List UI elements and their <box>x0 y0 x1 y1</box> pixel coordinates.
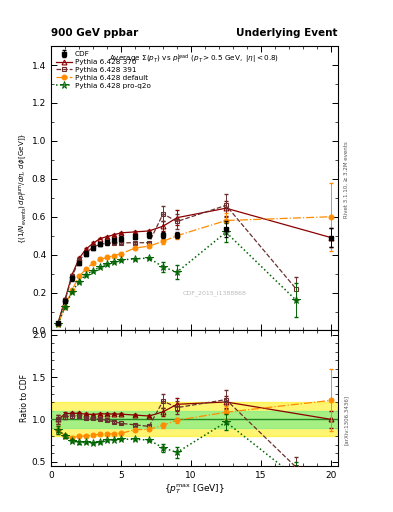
X-axis label: $\{p_T^\mathrm{max}\ [\mathrm{GeV}]\}$: $\{p_T^\mathrm{max}\ [\mathrm{GeV}]\}$ <box>164 482 225 496</box>
Pythia 6.428 default <box>224 218 228 224</box>
Pythia 6.428 default <box>70 287 74 293</box>
Pythia 6.428 370 <box>133 229 138 235</box>
Line: Pythia 6.428 391: Pythia 6.428 391 <box>56 203 298 325</box>
Line: Pythia 6.428 default: Pythia 6.428 default <box>56 215 333 326</box>
Pythia 6.428 pro-q2o <box>112 259 116 265</box>
Pythia 6.428 370 <box>161 223 165 229</box>
Pythia 6.428 default <box>119 251 123 257</box>
Y-axis label: Ratio to CDF: Ratio to CDF <box>20 374 29 422</box>
Pythia 6.428 pro-q2o <box>70 289 74 295</box>
Pythia 6.428 391 <box>161 211 165 217</box>
Y-axis label: $\{(1/N_\mathrm{events})\,dp_T^\mathrm{sum}/d\eta,\,d\phi\,[\mathrm{GeV}]\}$: $\{(1/N_\mathrm{events})\,dp_T^\mathrm{s… <box>18 133 31 244</box>
Pythia 6.428 370 <box>119 230 123 236</box>
Pythia 6.428 391 <box>294 286 298 292</box>
Pythia 6.428 pro-q2o <box>91 268 95 274</box>
Pythia 6.428 391 <box>77 257 81 263</box>
Pythia 6.428 391 <box>70 273 74 280</box>
Pythia 6.428 default <box>133 245 138 251</box>
Pythia 6.428 pro-q2o <box>133 256 138 262</box>
Pythia 6.428 pro-q2o <box>56 321 61 327</box>
Pythia 6.428 pro-q2o <box>174 269 179 275</box>
Pythia 6.428 370 <box>98 236 103 242</box>
Text: Rivet 3.1.10, ≥ 3.2M events: Rivet 3.1.10, ≥ 3.2M events <box>344 141 349 218</box>
Pythia 6.428 370 <box>105 233 109 240</box>
Pythia 6.428 default <box>147 243 151 249</box>
Pythia 6.428 default <box>91 260 95 266</box>
Pythia 6.428 default <box>161 238 165 244</box>
Pythia 6.428 391 <box>91 244 95 250</box>
Text: CDF_2015_I1388868: CDF_2015_I1388868 <box>183 291 246 296</box>
Text: Average $\Sigma(p_T)$ vs $p_T^\mathsf{lead}$ $(p_T > 0.5\ \mathsf{GeV},\ |\eta| : Average $\Sigma(p_T)$ vs $p_T^\mathsf{le… <box>110 53 279 67</box>
Pythia 6.428 391 <box>174 219 179 225</box>
Pythia 6.428 default <box>105 254 109 261</box>
Text: 900 GeV ppbar: 900 GeV ppbar <box>51 28 138 38</box>
Pythia 6.428 370 <box>56 320 61 326</box>
Line: Pythia 6.428 370: Pythia 6.428 370 <box>56 206 333 325</box>
Pythia 6.428 391 <box>119 240 123 246</box>
Pythia 6.428 pro-q2o <box>224 229 228 236</box>
Pythia 6.428 pro-q2o <box>294 297 298 303</box>
Pythia 6.428 default <box>112 252 116 259</box>
Pythia 6.428 370 <box>77 255 81 262</box>
Text: [arXiv:1306.3436]: [arXiv:1306.3436] <box>344 395 349 445</box>
Pythia 6.428 391 <box>224 202 228 208</box>
Pythia 6.428 391 <box>147 240 151 246</box>
Pythia 6.428 370 <box>63 296 68 302</box>
Pythia 6.428 pro-q2o <box>84 271 88 278</box>
Pythia 6.428 370 <box>329 234 333 241</box>
Pythia 6.428 pro-q2o <box>147 255 151 261</box>
Pythia 6.428 default <box>84 266 88 272</box>
Pythia 6.428 370 <box>70 271 74 278</box>
Pythia 6.428 391 <box>63 297 68 303</box>
Pythia 6.428 default <box>329 214 333 220</box>
Pythia 6.428 391 <box>105 240 109 246</box>
Text: Underlying Event: Underlying Event <box>237 28 338 38</box>
Bar <box>51 402 338 436</box>
Line: Pythia 6.428 pro-q2o: Pythia 6.428 pro-q2o <box>54 228 300 328</box>
Pythia 6.428 370 <box>84 246 88 252</box>
Pythia 6.428 pro-q2o <box>63 304 68 310</box>
Pythia 6.428 default <box>63 304 68 310</box>
Pythia 6.428 370 <box>112 231 116 238</box>
Pythia 6.428 default <box>77 273 81 280</box>
Pythia 6.428 pro-q2o <box>105 261 109 267</box>
Pythia 6.428 default <box>98 257 103 263</box>
Pythia 6.428 391 <box>84 250 88 256</box>
Bar <box>51 411 338 428</box>
Legend: CDF, Pythia 6.428 370, Pythia 6.428 391, Pythia 6.428 default, Pythia 6.428 pro-: CDF, Pythia 6.428 370, Pythia 6.428 391,… <box>55 50 152 90</box>
Pythia 6.428 391 <box>98 241 103 247</box>
Pythia 6.428 default <box>174 232 179 239</box>
Pythia 6.428 pro-q2o <box>98 264 103 270</box>
Pythia 6.428 370 <box>91 240 95 246</box>
Pythia 6.428 391 <box>133 240 138 246</box>
Pythia 6.428 391 <box>112 240 116 246</box>
Pythia 6.428 391 <box>56 320 61 326</box>
Pythia 6.428 pro-q2o <box>119 257 123 263</box>
Pythia 6.428 370 <box>174 215 179 221</box>
Pythia 6.428 default <box>56 321 61 327</box>
Pythia 6.428 pro-q2o <box>77 279 81 285</box>
Pythia 6.428 pro-q2o <box>161 264 165 270</box>
Pythia 6.428 370 <box>224 205 228 211</box>
Pythia 6.428 370 <box>147 228 151 234</box>
